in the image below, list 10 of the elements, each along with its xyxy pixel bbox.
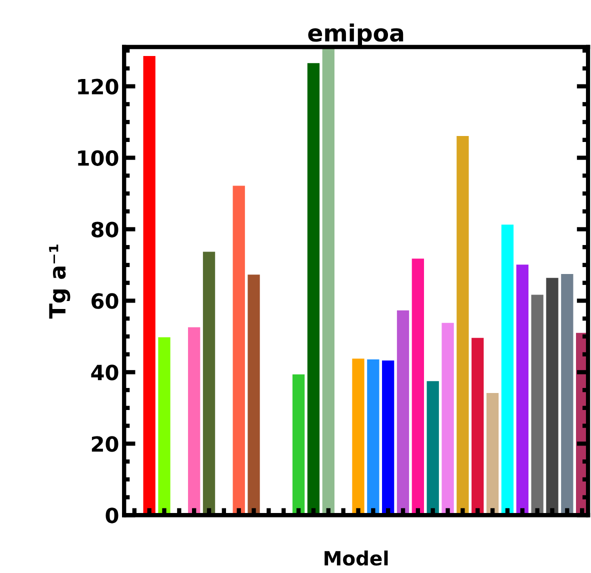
chart-title: emipoa [308,23,404,46]
y-tick-label: 40 [91,364,118,380]
y-tick-label: 80 [92,222,118,238]
x-axis-title: Model [324,550,388,566]
y-tick-label: 20 [92,436,118,452]
y-tick-label: 0 [106,508,118,524]
y-tick-label: 100 [78,150,118,166]
y-axis-title: Tg a⁻¹ [49,244,70,319]
y-tick-label: 60 [92,293,118,309]
y-tick-label: 120 [78,78,118,95]
